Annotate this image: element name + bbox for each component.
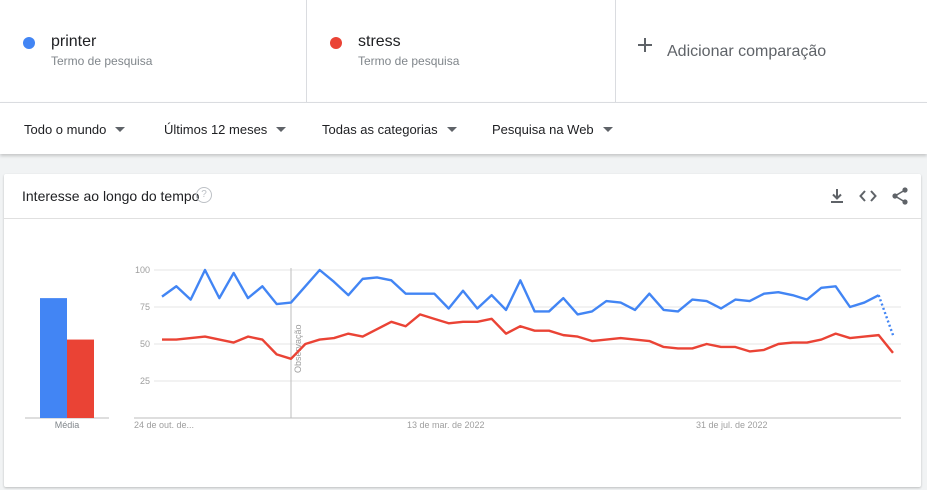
plus-icon (638, 38, 652, 52)
search-type-filter-label: Pesquisa na Web (492, 122, 594, 137)
help-circle-icon[interactable]: ? (196, 187, 212, 203)
dropdown-arrow-icon (602, 127, 613, 132)
series-line-stress (162, 313, 894, 361)
annotation-label: Observação (293, 324, 303, 373)
embed-code-icon[interactable] (858, 186, 878, 206)
search-type-filter-dropdown[interactable]: Pesquisa na Web (492, 122, 613, 137)
add-comparison-label: Adicionar comparação (667, 43, 827, 60)
x-axis-labels: 24 de out. de... 13 de mar. de 2022 31 de … (134, 420, 768, 430)
card-title: Interesse ao longo do tempo (22, 188, 200, 204)
interest-over-time-card: Interesse ao longo do tempo ? Média 25 50… (4, 174, 921, 487)
average-label: Média (55, 420, 80, 430)
dropdown-arrow-icon (446, 127, 457, 132)
dropdown-arrow-icon (276, 127, 287, 132)
region-filter-dropdown[interactable]: Todo o mundo (24, 122, 126, 137)
term-color-dot (23, 37, 35, 49)
term-type-label: Termo de pesquisa (51, 54, 153, 68)
y-tick-label: 25 (140, 376, 150, 386)
term-card-stress[interactable]: stress Termo de pesquisa (307, 0, 616, 102)
period-filter-label: Últimos 12 meses (164, 122, 268, 137)
category-filter-label: Todas as categorias (322, 122, 438, 137)
term-color-dot (330, 37, 342, 49)
comparison-terms-row: printer Termo de pesquisa stress Termo d… (0, 0, 927, 102)
filter-bar: Todo o mundo Últimos 12 meses Todas as c… (0, 102, 927, 154)
term-type-label: Termo de pesquisa (358, 54, 460, 68)
term-name: printer (51, 33, 97, 50)
series-line-printer (161, 268, 880, 316)
x-tick-label: 31 de jul. de 2022 (696, 420, 768, 430)
period-filter-dropdown[interactable]: Últimos 12 meses (164, 122, 287, 137)
annotation-marker[interactable]: Observação (290, 268, 303, 418)
dropdown-arrow-icon (115, 127, 126, 132)
download-icon[interactable] (827, 186, 847, 206)
card-header: Interesse ao longo do tempo ? (4, 174, 921, 219)
y-tick-label: 50 (140, 339, 150, 349)
series-partial-segment-printer (877, 294, 895, 336)
average-bar-printer (40, 298, 67, 418)
average-bar-stress (67, 339, 94, 418)
share-icon[interactable] (890, 186, 910, 206)
term-card-printer[interactable]: printer Termo de pesquisa (0, 0, 307, 102)
y-tick-label: 100 (135, 265, 150, 275)
average-bars (25, 298, 109, 419)
y-tick-label: 75 (140, 302, 150, 312)
interest-chart: Média 25 50 75 100 24 de out. de... 13 de ma… (25, 265, 901, 430)
add-comparison-button[interactable]: Adicionar comparação (616, 0, 927, 102)
series-lines (161, 268, 895, 361)
x-tick-label: 24 de out. de... (134, 420, 194, 430)
category-filter-dropdown[interactable]: Todas as categorias (322, 122, 457, 137)
region-filter-label: Todo o mundo (24, 122, 107, 137)
y-axis-labels: 25 50 75 100 (135, 265, 150, 386)
x-tick-label: 13 de mar. de 2022 (407, 420, 485, 430)
term-name: stress (358, 33, 401, 50)
